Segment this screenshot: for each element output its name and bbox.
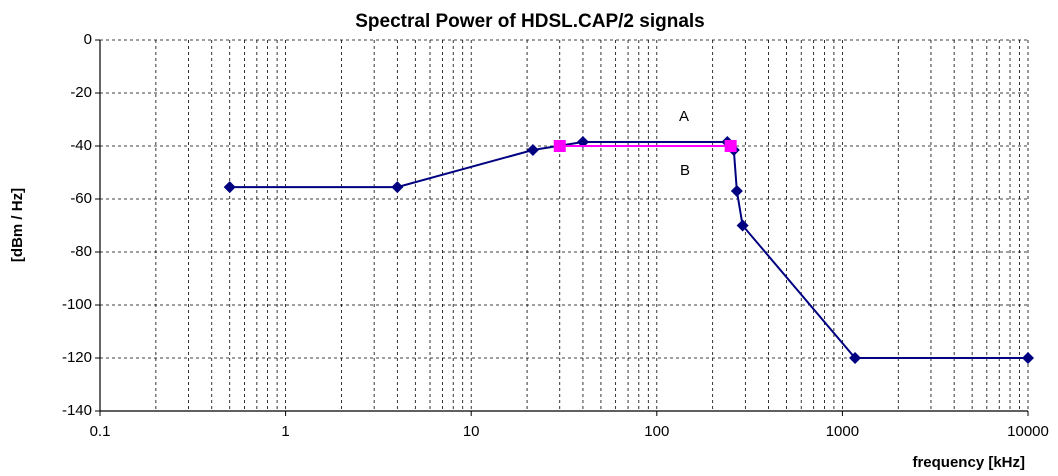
x-tick-label: 100 xyxy=(644,423,669,440)
y-tick-label: -60 xyxy=(70,190,92,207)
marker xyxy=(736,219,749,232)
x-tick-label: 0.1 xyxy=(90,423,111,440)
x-tick-label: 10 xyxy=(463,423,480,440)
series-line xyxy=(229,141,1028,359)
y-tick-label: -120 xyxy=(62,349,92,366)
chart-title: Spectral Power of HDSL.CAP/2 signals xyxy=(355,11,704,32)
y-axis-label: [dBm / Hz] xyxy=(9,188,26,262)
marker xyxy=(391,181,404,194)
y-tick-label: -40 xyxy=(70,137,92,154)
y-tick-label: -80 xyxy=(70,243,92,260)
marker xyxy=(730,185,743,198)
y-tick-label: -140 xyxy=(62,402,92,419)
marker xyxy=(724,140,737,152)
marker xyxy=(553,140,566,152)
y-tick-label: -100 xyxy=(62,296,92,313)
marker xyxy=(223,181,236,194)
marker xyxy=(526,143,539,156)
x-tick-label: 1 xyxy=(281,423,289,440)
series-label: A xyxy=(679,108,689,125)
x-tick-label: 10000 xyxy=(1007,423,1049,440)
x-tick-label: 1000 xyxy=(826,423,859,440)
series-label: B xyxy=(680,162,690,179)
marker xyxy=(1022,352,1034,364)
marker xyxy=(849,352,862,364)
x-axis-label: frequency [kHz] xyxy=(912,454,1025,471)
y-tick-label: -20 xyxy=(70,84,92,101)
y-tick-label: 0 xyxy=(84,31,92,48)
